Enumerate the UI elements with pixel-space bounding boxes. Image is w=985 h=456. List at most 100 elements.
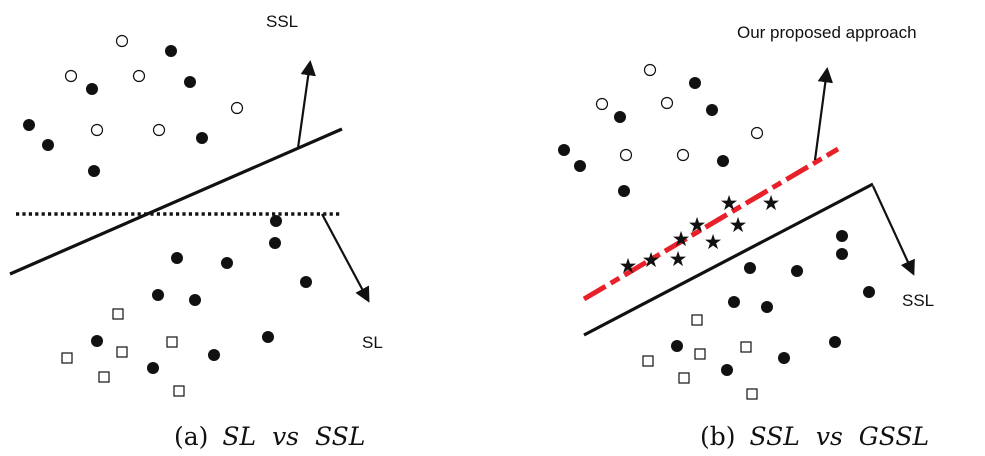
star-point: ★: [619, 254, 638, 278]
hollow-circle-point: [152, 123, 166, 137]
filled-circle-point: [189, 294, 201, 306]
filled-circle-point: [262, 331, 274, 343]
star-point: ★: [688, 213, 707, 237]
caption-b-tag: (b): [700, 422, 736, 451]
filled-circle-point: [744, 262, 756, 274]
hollow-circle-point: [660, 96, 674, 110]
ssl-arrow: [296, 59, 316, 149]
filled-circle-point: [270, 215, 282, 227]
filled-circle-point: [88, 165, 100, 177]
hollow-square-point: [98, 371, 110, 383]
unlabeled-circle-group-b: [595, 63, 764, 162]
filled-circle-point: [152, 289, 164, 301]
labeled-point-group-b: [558, 77, 875, 376]
ssl-arrow-label-b: SSL: [902, 291, 934, 310]
panel-a: SSL SL: [9, 12, 383, 451]
filled-circle-point: [863, 286, 875, 298]
filled-circle-point: [42, 139, 54, 151]
hollow-circle-point: [64, 69, 78, 83]
transformed-star-group: ★ ★ ★ ★ ★ ★ ★ ★ ★: [619, 191, 781, 278]
hollow-square-point: [116, 346, 128, 358]
hollow-circle-point: [750, 126, 764, 140]
hollow-square-point: [691, 314, 703, 326]
star-point: ★: [642, 248, 661, 272]
caption-b-left: SSL: [749, 422, 799, 451]
unlabeled-square-group: [61, 308, 185, 397]
filled-circle-point: [221, 257, 233, 269]
caption-a-left: SL: [222, 422, 256, 451]
star-point: ★: [729, 213, 748, 237]
filled-circle-point: [717, 155, 729, 167]
ssl-arrow-label: SSL: [266, 12, 298, 31]
filled-circle-point: [196, 132, 208, 144]
filled-circle-point: [23, 119, 35, 131]
caption-a-right: SSL: [315, 422, 365, 451]
filled-circle-point: [829, 336, 841, 348]
filled-circle-point: [689, 77, 701, 89]
filled-circle-point: [300, 276, 312, 288]
star-point: ★: [669, 247, 688, 271]
filled-circle-point: [86, 83, 98, 95]
proposed-boundary-line: [582, 146, 840, 302]
filled-circle-point: [791, 265, 803, 277]
star-point: ★: [704, 230, 723, 254]
star-point: ★: [672, 227, 691, 251]
hollow-square-point: [173, 385, 185, 397]
hollow-square-point: [642, 355, 654, 367]
filled-circle-point: [721, 364, 733, 376]
hollow-square-point: [740, 341, 752, 353]
ssl-boundary-line-b: [583, 182, 874, 337]
filled-circle-point: [761, 301, 773, 313]
unlabeled-square-group-b: [642, 314, 758, 400]
hollow-circle-point: [132, 69, 146, 83]
filled-circle-point: [184, 76, 196, 88]
ssl-arrow-b: [872, 185, 915, 276]
star-point: ★: [762, 191, 781, 215]
hollow-circle-point: [115, 34, 129, 48]
filled-circle-point: [147, 362, 159, 374]
caption-a-vs: vs: [272, 422, 299, 451]
sl-arrow-label: SL: [362, 333, 383, 352]
filled-circle-point: [836, 230, 848, 242]
hollow-square-point: [678, 372, 690, 384]
star-point: ★: [720, 191, 739, 215]
hollow-square-point: [694, 348, 706, 360]
sl-arrow: [321, 213, 370, 303]
filled-circle-point: [165, 45, 177, 57]
caption-b: (b) SSL vs GSSL: [700, 422, 929, 451]
filled-circle-point: [208, 349, 220, 361]
hollow-circle-point: [595, 97, 609, 111]
hollow-circle-point: [643, 63, 657, 77]
filled-circle-point: [778, 352, 790, 364]
filled-circle-point: [618, 185, 630, 197]
filled-circle-point: [614, 111, 626, 123]
filled-circle-point: [91, 335, 103, 347]
hollow-circle-point: [619, 148, 633, 162]
filled-circle-point: [269, 237, 281, 249]
proposed-arrow-label: Our proposed approach: [737, 23, 917, 42]
hollow-square-point: [166, 336, 178, 348]
proposed-arrow: [813, 66, 834, 161]
filled-circle-point: [671, 340, 683, 352]
labeled-point-group: [23, 45, 312, 374]
filled-circle-point: [171, 252, 183, 264]
filled-circle-point: [706, 104, 718, 116]
caption-b-right: GSSL: [859, 422, 929, 451]
caption-a-tag: (a): [174, 422, 208, 451]
hollow-square-point: [112, 308, 124, 320]
hollow-circle-point: [90, 123, 104, 137]
panel-b: Our proposed approach SSL: [558, 23, 934, 451]
hollow-square-point: [61, 352, 73, 364]
hollow-square-point: [746, 388, 758, 400]
hollow-circle-point: [230, 101, 244, 115]
caption-a: (a) SL vs SSL: [174, 422, 365, 451]
filled-circle-point: [558, 144, 570, 156]
unlabeled-circle-group: [64, 34, 244, 137]
filled-circle-point: [574, 160, 586, 172]
caption-b-vs: vs: [816, 422, 843, 451]
hollow-circle-point: [676, 148, 690, 162]
filled-circle-point: [836, 248, 848, 260]
ssl-boundary-line: [9, 127, 343, 276]
filled-circle-point: [728, 296, 740, 308]
